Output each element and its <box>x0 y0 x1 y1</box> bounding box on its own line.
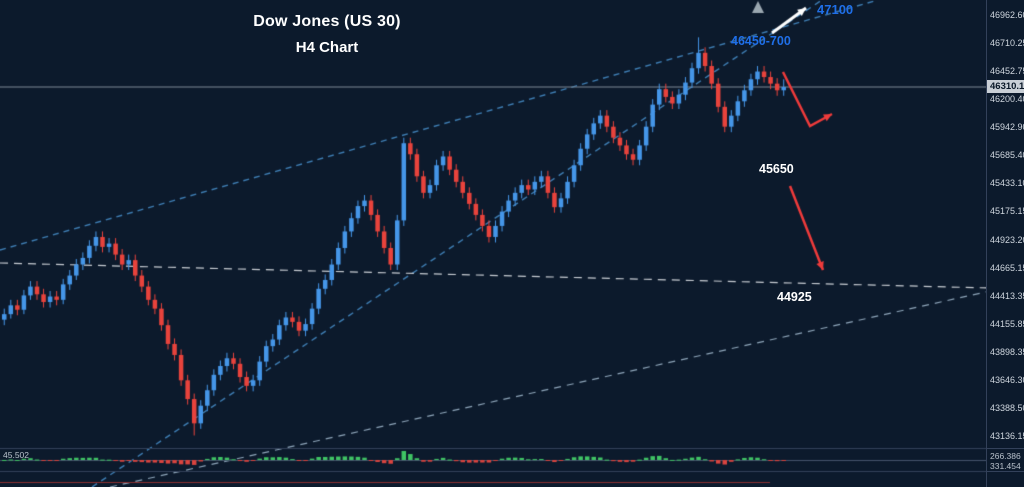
annotation-support-2: 44925 <box>777 290 812 304</box>
chart-title-symbol: Dow Jones (US 30) <box>253 13 401 30</box>
price-axis-label: 44413.35 <box>990 290 1024 301</box>
panel-separator <box>986 448 1024 449</box>
chart-title: Dow Jones (US 30) H4 Chart <box>222 13 432 56</box>
chart-title-timeframe: H4 Chart <box>295 39 359 56</box>
main-chart-canvas[interactable] <box>0 0 986 487</box>
price-axis-label: 45942.90 <box>990 122 1024 133</box>
price-axis-label: 45433.10 <box>990 178 1024 189</box>
price-axis-label: 43646.30 <box>990 375 1024 386</box>
price-axis-label: 45175.15 <box>990 206 1024 217</box>
price-axis[interactable]: 46310.10 266.386 331.454 46962.60 46710.2… <box>986 0 1024 487</box>
annotation-resistance-zone: 46450-700 <box>731 34 791 48</box>
price-axis-label: 46452.75 <box>990 65 1024 76</box>
indicator-current-value: 45.502 <box>3 450 29 460</box>
price-axis-label: 45685.40 <box>990 150 1024 161</box>
price-axis-label: 43136.15 <box>990 431 1024 442</box>
annotation-target-price: 47100 <box>817 2 854 17</box>
indicator-scale-max: 266.386 <box>990 451 1021 461</box>
price-axis-label: 44665.15 <box>990 262 1024 273</box>
price-axis-label: 43898.35 <box>990 347 1024 358</box>
price-axis-label: 43388.50 <box>990 403 1024 414</box>
price-axis-label: 46200.40 <box>990 93 1024 104</box>
current-price-label: 46310.10 <box>987 80 1024 94</box>
annotation-support-1: 45650 <box>759 162 794 176</box>
price-axis-label: 44923.20 <box>990 234 1024 245</box>
panel-separator <box>986 471 1024 472</box>
price-axis-label: 46710.25 <box>990 37 1024 48</box>
price-axis-label: 46962.60 <box>990 9 1024 20</box>
price-axis-label: 44155.85 <box>990 318 1024 329</box>
indicator-scale-min: 331.454 <box>990 461 1021 471</box>
